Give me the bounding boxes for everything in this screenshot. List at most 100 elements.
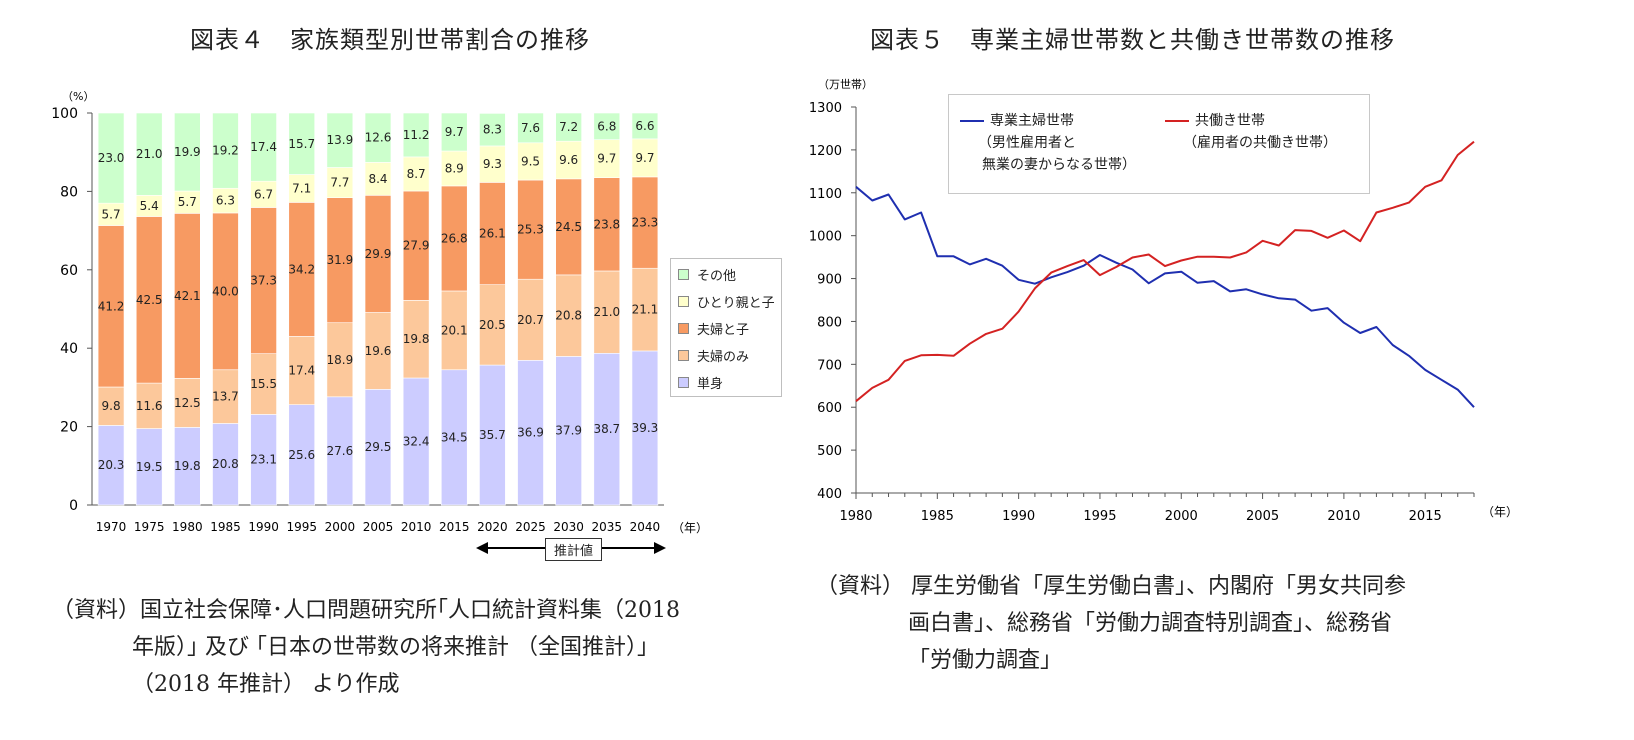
bar-segment	[364, 162, 392, 196]
x-tick-label: 2015	[439, 520, 470, 534]
y-tick-label: 0	[69, 498, 78, 514]
bar-legend: その他 ひとり親と子 夫婦と子 夫婦のみ 単身	[670, 258, 782, 397]
bar-value-label: 7.1	[292, 181, 311, 195]
bar-value-label: 8.9	[445, 161, 464, 175]
bar-segment	[631, 176, 659, 269]
bar-segment	[364, 195, 392, 313]
bar-segment	[212, 423, 239, 506]
legend-swatch	[678, 323, 689, 334]
bar-value-label: 42.1	[174, 289, 201, 303]
bar-segment	[250, 414, 277, 506]
bar-value-label: 11.2	[403, 128, 430, 142]
bar-value-label: 8.4	[368, 172, 387, 186]
bar-segment	[517, 360, 544, 506]
bar-value-label: 6.8	[597, 119, 616, 133]
bar-value-label: 5.7	[102, 207, 121, 221]
bar-value-label: 23.1	[250, 453, 277, 467]
bar-segment	[631, 267, 659, 352]
x-tick-label: 2010	[401, 520, 432, 534]
bar-segment	[631, 350, 659, 506]
y-tick-label: 500	[817, 444, 842, 459]
bar-value-label: 15.7	[288, 137, 315, 151]
bar-value-label: 26.1	[479, 227, 506, 241]
x-tick-label: 1975	[134, 520, 165, 534]
legend-swatch	[678, 377, 689, 388]
x-tick-label: 1985	[210, 520, 241, 534]
x-tick-label: 1980	[172, 520, 203, 534]
legend-label: 夫婦のみ	[697, 350, 750, 365]
legend-swatch	[678, 350, 689, 361]
bar-segment	[441, 290, 468, 371]
bar-value-label: 42.5	[136, 293, 163, 307]
bar-value-label: 6.7	[254, 187, 273, 201]
x-tick-label: 2015	[1409, 509, 1442, 524]
bar-value-label: 9.7	[445, 125, 464, 139]
bar-segment	[555, 178, 582, 276]
bar-value-label: 35.7	[479, 428, 506, 442]
bar-segment	[517, 278, 544, 361]
legend-dualincome-row: 共働き世帯	[1165, 110, 1337, 132]
bar-segment	[250, 112, 277, 182]
left-source-note: （資料）国立社会保障･人口問題研究所｢人口統計資料集（2018 年版）｣ 及び …	[52, 592, 680, 703]
legend-housewife-name: 専業主婦世帯	[990, 113, 1074, 129]
source-line: 年版）｣ 及び ｢日本の世帯数の将来推計 （全国推計）｣	[132, 635, 648, 660]
bar-value-label: 20.8	[212, 457, 239, 471]
bar-value-label: 20.8	[555, 309, 582, 323]
y-tick-label: 600	[817, 401, 842, 416]
bar-value-label: 13.7	[212, 390, 239, 404]
bar-value-label: 27.9	[403, 239, 430, 253]
y-tick-label: 1300	[809, 101, 842, 116]
bar-segment	[326, 197, 354, 324]
y-tick-label: 1000	[809, 230, 842, 245]
bar-segment	[593, 177, 621, 272]
x-unit-label: （年）	[1482, 505, 1518, 519]
bar-value-label: 15.5	[250, 377, 277, 391]
y-tick-label: 100	[51, 106, 78, 122]
x-tick-label: 1995	[1083, 509, 1116, 524]
bar-value-label: 19.8	[174, 459, 201, 473]
bar-value-label: 6.3	[216, 194, 235, 208]
bar-segment	[174, 427, 201, 506]
legend-swatch	[678, 296, 689, 307]
bar-value-label: 17.4	[288, 364, 315, 378]
bar-value-label: 19.9	[174, 145, 201, 159]
bar-value-label: 21.1	[632, 303, 659, 317]
bar-value-label: 7.6	[521, 121, 540, 135]
bar-value-label: 41.2	[98, 299, 125, 313]
bar-segment	[135, 216, 163, 384]
bar-segment	[441, 112, 468, 152]
estimate-arrow-right-head	[654, 542, 666, 554]
bar-value-label: 11.6	[136, 399, 163, 413]
bar-segment	[135, 112, 163, 196]
right-source-note: （資料） 厚生労働省「厚生労働白書」、内閣府「男女共同参 画白書」、総務省「労働…	[816, 568, 1406, 679]
bar-value-label: 8.3	[483, 123, 502, 137]
bar-value-label: 23.8	[593, 217, 620, 231]
bar-value-label: 5.4	[140, 199, 159, 213]
y-tick-label: 400	[817, 487, 842, 502]
bar-segment	[97, 425, 125, 506]
bar-value-label: 24.5	[555, 220, 582, 234]
y-tick-label: 800	[817, 315, 842, 330]
bar-value-label: 39.3	[632, 421, 659, 435]
bar-segment	[593, 352, 621, 506]
bar-segment	[402, 112, 430, 158]
y-tick-label: 40	[60, 341, 78, 357]
bar-segment	[212, 112, 239, 189]
bar-value-label: 20.3	[98, 458, 125, 472]
legend-item: 夫婦と子	[671, 315, 781, 342]
y-tick-label: 1200	[809, 144, 842, 159]
x-tick-label: 1980	[839, 509, 872, 524]
bar-value-label: 5.7	[178, 195, 197, 209]
x-tick-label: 2010	[1327, 509, 1360, 524]
bar-segment	[479, 182, 506, 285]
bar-value-label: 34.5	[441, 430, 468, 444]
x-tick-label: 2020	[477, 520, 508, 534]
legend-line-swatch	[1165, 120, 1189, 122]
bar-segment	[288, 202, 315, 337]
legend-dualincome-note: （雇用者の共働き世帯）	[1183, 135, 1337, 151]
bar-segment	[555, 356, 582, 506]
bar-value-label: 23.0	[98, 151, 125, 165]
legend-housewife-row: 専業主婦世帯	[960, 110, 1136, 132]
bar-value-label: 34.2	[288, 262, 315, 276]
y-unit-label: （%）	[62, 90, 94, 103]
